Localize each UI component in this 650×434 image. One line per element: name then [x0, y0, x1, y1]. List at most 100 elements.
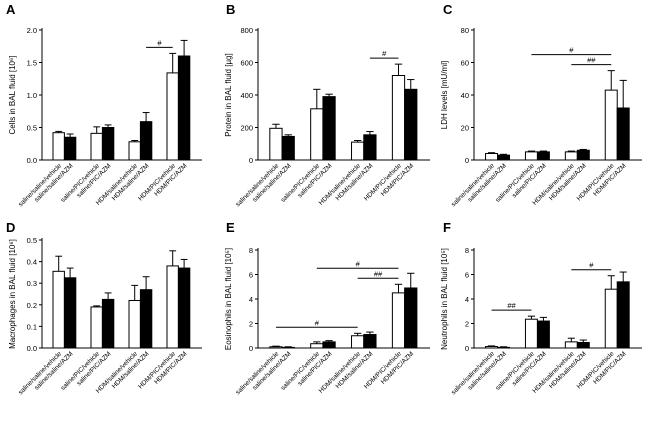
bar	[310, 108, 324, 161]
y-tick-label: 0.2	[27, 301, 37, 310]
bar	[604, 89, 618, 161]
y-tick-label: 0	[249, 156, 253, 165]
y-tick-label: 8	[465, 246, 469, 255]
bar	[497, 346, 510, 349]
y-tick-label: 80	[461, 26, 469, 35]
bar	[101, 298, 115, 349]
y-axis-label: Cells in BAL fluid [10⁶]	[8, 55, 17, 134]
bar	[63, 136, 77, 161]
bar	[363, 134, 377, 161]
bar	[524, 318, 538, 349]
bar	[564, 151, 578, 161]
bar	[177, 55, 191, 161]
bar	[564, 341, 578, 349]
y-tick-label: 8	[249, 246, 253, 255]
bar	[101, 127, 115, 161]
y-tick-label: 800	[240, 26, 253, 35]
panel-d: D 0.0 0.1 0.2 0.3 0.4 0.5 Macrophages in BAL fl…	[6, 220, 202, 396]
y-tick-label: 400	[240, 91, 253, 100]
panel-label: E	[226, 220, 235, 235]
bar	[90, 132, 103, 161]
bar	[404, 88, 418, 161]
bar	[52, 132, 65, 161]
y-tick-label: 0	[249, 344, 253, 353]
y-tick-label: 2	[249, 320, 253, 329]
bar	[604, 288, 618, 349]
y-axis-label: LDH levels [mU/ml]	[440, 61, 449, 129]
bar	[90, 306, 103, 349]
bar	[576, 341, 590, 349]
y-tick-label: 0.3	[27, 279, 37, 288]
panel-label: C	[443, 2, 453, 17]
bar	[63, 277, 77, 349]
bar	[166, 265, 179, 349]
bar	[485, 346, 499, 349]
y-tick-label: 0.4	[27, 258, 37, 267]
y-tick-label: 4	[249, 295, 253, 304]
y-tick-label: 1.5	[27, 59, 37, 68]
significance-label: ##	[374, 269, 383, 278]
bar	[616, 107, 630, 161]
y-tick-label: 0	[465, 156, 469, 165]
bar	[536, 320, 550, 349]
bar	[391, 75, 406, 161]
bar	[128, 299, 141, 349]
bar	[139, 121, 153, 161]
significance-label: ##	[587, 56, 596, 65]
y-tick-label: 600	[240, 59, 253, 68]
significance-label: ##	[507, 301, 516, 310]
bar	[351, 141, 365, 161]
bar	[177, 267, 191, 349]
significance-label: #	[569, 46, 574, 55]
panel-a: A 0.0 0.5 1.0 1.5 2.0 Cells in BAL fluid [10⁶]…	[6, 2, 202, 208]
y-tick-label: 0.5	[27, 124, 37, 133]
bar	[128, 141, 141, 161]
y-tick-label: 0.5	[27, 236, 37, 245]
bar	[52, 270, 65, 349]
bar	[139, 289, 153, 349]
y-tick-label: 200	[240, 124, 253, 133]
bar	[269, 346, 283, 349]
significance-label: #	[315, 318, 320, 327]
bar	[310, 343, 324, 349]
y-axis-label: Protein in BAL fluid [µg]	[224, 53, 233, 136]
y-tick-label: 2.0	[27, 26, 37, 35]
y-tick-label: 2	[465, 320, 469, 329]
panel-label: F	[443, 220, 451, 235]
y-tick-label: 0.0	[27, 344, 37, 353]
bar	[363, 334, 377, 349]
bar	[322, 96, 336, 161]
y-tick-label: 0.0	[27, 156, 37, 165]
significance-label: #	[382, 49, 387, 58]
bar	[536, 151, 550, 161]
y-tick-label: 0	[465, 344, 469, 353]
y-tick-label: 20	[461, 124, 469, 133]
bar	[391, 292, 406, 349]
bar	[166, 72, 179, 161]
y-axis-label: Eosinophils in BAL fluid [10⁵]	[224, 248, 233, 350]
y-tick-label: 0.1	[27, 322, 37, 331]
bar	[281, 346, 295, 349]
y-tick-label: 40	[461, 91, 469, 100]
y-tick-label: 60	[461, 59, 469, 68]
bar	[485, 153, 499, 161]
bar	[404, 287, 418, 349]
bar	[269, 127, 283, 161]
panel-label: B	[226, 2, 235, 17]
bar	[524, 151, 538, 161]
y-tick-label: 4	[465, 295, 469, 304]
panel-label: A	[6, 2, 16, 17]
significance-label: #	[356, 259, 361, 268]
panel-label: D	[6, 220, 15, 235]
bar	[281, 135, 295, 161]
bar	[322, 341, 336, 349]
y-axis-label: Macrophages in BAL fluid [10⁶]	[8, 239, 17, 349]
y-axis-label: Neutrophils in BAL fluid [10⁵]	[440, 248, 449, 350]
bar	[351, 335, 365, 349]
bar	[576, 149, 590, 161]
